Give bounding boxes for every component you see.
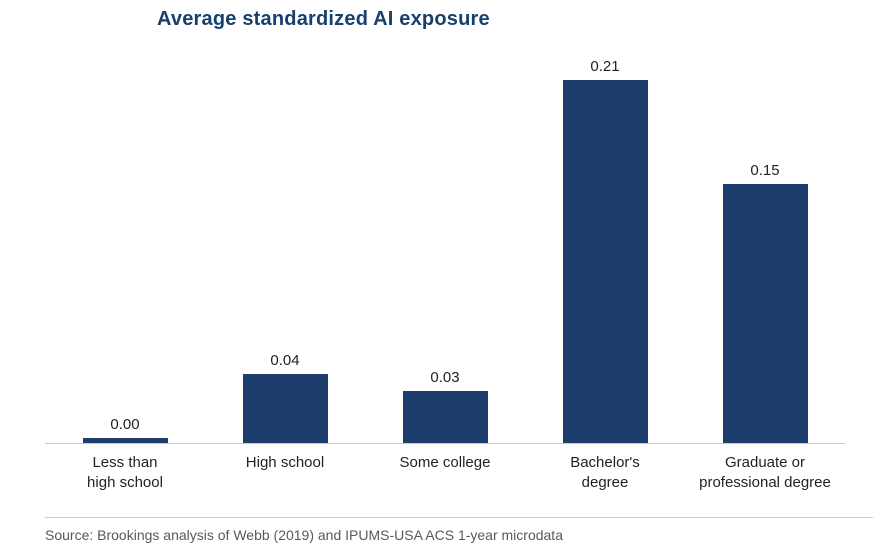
- bar-value-label: 0.00: [110, 416, 140, 433]
- category-labels-row: Less than high school High school Some col…: [45, 444, 845, 494]
- bars-row: 0.00 0.04 0.03 0.21 0.15: [45, 55, 845, 443]
- source-divider: [45, 516, 873, 518]
- category-label: Some college: [399, 454, 491, 471]
- bar-column: 0.00: [45, 416, 205, 443]
- bar: [242, 374, 328, 443]
- bar: [402, 391, 488, 443]
- bar: [562, 80, 648, 443]
- category-label: Bachelor's degree: [570, 454, 640, 492]
- x-axis-line: [45, 443, 845, 444]
- category-label: Graduate or professional degree: [699, 454, 831, 492]
- category-label: Less than high school: [87, 454, 163, 492]
- bar: [82, 438, 168, 443]
- source-text: Source: Brookings analysis of Webb (2019…: [45, 526, 563, 543]
- bar-column: 0.21: [525, 58, 685, 443]
- bar-chart: 0.00 0.04 0.03 0.21 0.15 Less than high scho…: [45, 55, 845, 494]
- bar-value-label: 0.03: [430, 369, 460, 386]
- bar-column: 0.04: [205, 352, 365, 443]
- bar-value-label: 0.15: [750, 162, 780, 179]
- category-label: High school: [245, 454, 325, 471]
- bar: [722, 184, 808, 443]
- chart-title: Average standardized AI exposure: [157, 8, 490, 30]
- bar-value-label: 0.04: [270, 352, 300, 369]
- bar-value-label: 0.21: [590, 58, 620, 75]
- bar-column: 0.03: [365, 369, 525, 443]
- bar-column: 0.15: [685, 162, 845, 443]
